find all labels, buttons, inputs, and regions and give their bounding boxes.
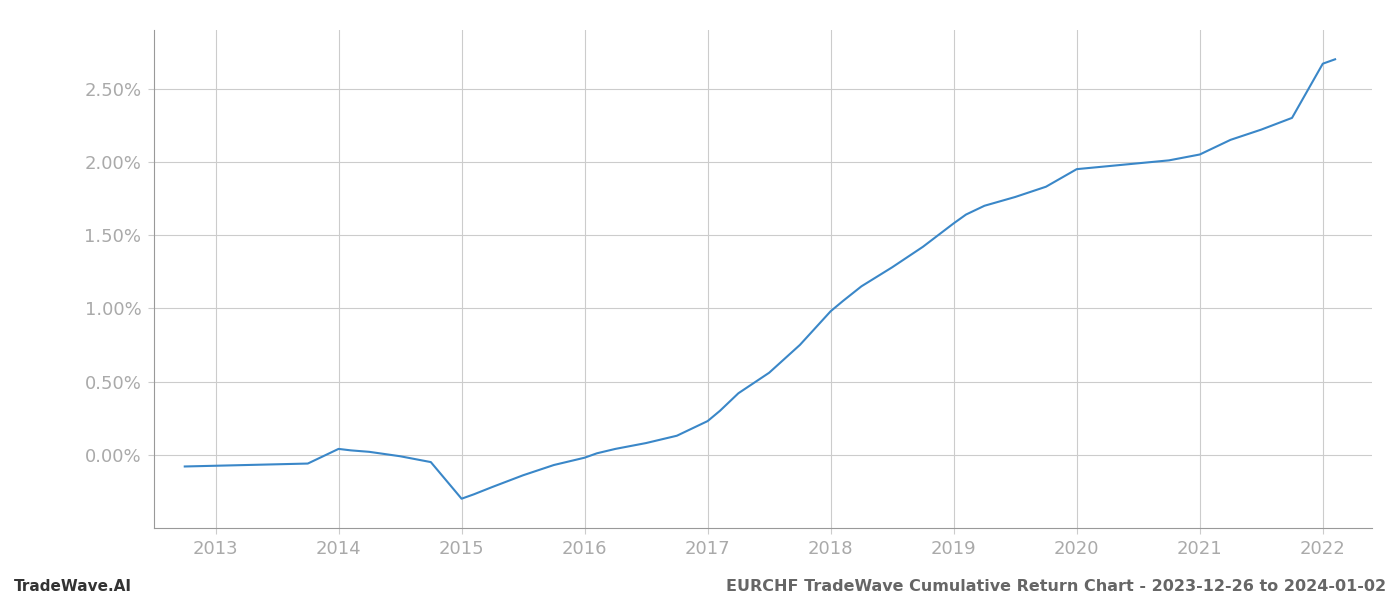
Text: EURCHF TradeWave Cumulative Return Chart - 2023-12-26 to 2024-01-02: EURCHF TradeWave Cumulative Return Chart… <box>725 579 1386 594</box>
Text: TradeWave.AI: TradeWave.AI <box>14 579 132 594</box>
